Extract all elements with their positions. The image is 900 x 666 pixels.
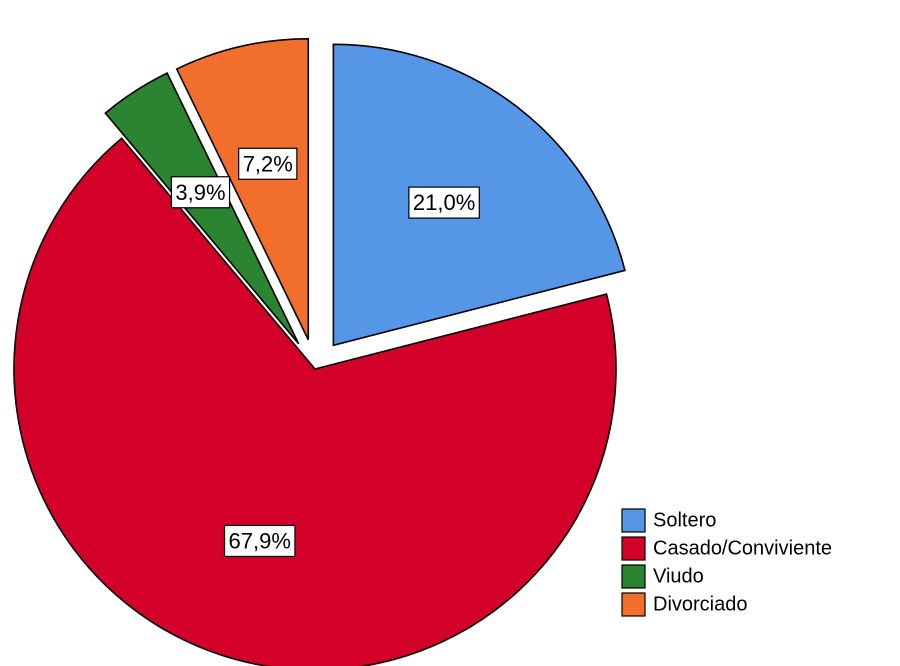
data-label-text-viudo: 3,9% — [175, 180, 225, 205]
data-label-text-divorciado: 7,2% — [243, 151, 293, 176]
legend: Soltero Casado/Conviviente Viudo Divorciado — [621, 508, 832, 617]
data-label-box-casado-conviviente — [223, 524, 296, 558]
legend-swatch-viudo — [621, 564, 646, 589]
legend-swatch-divorciado — [621, 592, 646, 617]
data-label-box-soltero — [408, 186, 480, 219]
pie-slice-divorciado — [175, 37, 310, 341]
legend-swatch-soltero — [621, 508, 646, 533]
legend-item-soltero: Soltero — [621, 508, 716, 533]
legend-label-viudo: Viudo — [653, 566, 704, 588]
data-label-text-casado-conviviente: 67,9% — [229, 528, 291, 553]
legend-label-casado-conviviente: Casado/Conviviente — [653, 538, 832, 560]
legend-item-divorciado: Divorciado — [621, 592, 747, 617]
data-label-divorciado: 7,2% — [238, 147, 298, 180]
pie-slice-casado-conviviente — [13, 137, 617, 666]
data-label-soltero: 21,0% — [408, 186, 480, 219]
legend-item-viudo: Viudo — [621, 564, 704, 589]
legend-label-soltero: Soltero — [653, 510, 716, 532]
legend-label-divorciado: Divorciado — [653, 594, 747, 616]
data-label-casado-conviviente: 67,9% — [223, 524, 296, 558]
legend-swatch-casado-conviviente — [621, 536, 646, 561]
data-label-box-divorciado — [238, 147, 298, 180]
pie-slices — [13, 37, 626, 666]
pie-slice-viudo — [104, 72, 300, 345]
legend-item-casado-conviviente: Casado/Conviviente — [621, 536, 832, 561]
data-label-box-viudo — [170, 176, 231, 209]
data-label-viudo: 3,9% — [170, 176, 231, 209]
data-labels: 21,0% 67,9% 3,9% 7,2% — [170, 147, 480, 558]
data-label-text-soltero: 21,0% — [413, 190, 475, 215]
